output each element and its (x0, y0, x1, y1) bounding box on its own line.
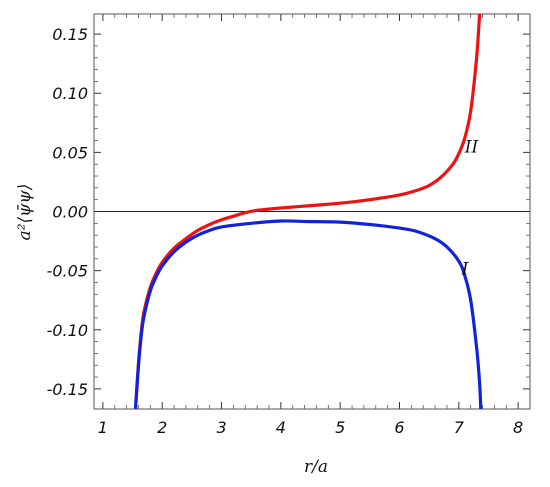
x-axis-label: r/a (304, 457, 328, 477)
x-tick-label: 6 (394, 418, 404, 437)
series-label-I: I (461, 259, 469, 279)
x-tick-label: 1 (98, 418, 108, 437)
series-layer (133, 14, 483, 409)
y-tick-label: 0.10 (52, 84, 88, 103)
x-tick-label: 4 (276, 418, 286, 437)
y-tick-label: 0.15 (52, 25, 88, 44)
x-tick-label: 3 (216, 418, 226, 437)
y-tick-label: -0.05 (47, 262, 88, 281)
x-tick-label: 2 (157, 418, 167, 437)
y-tick-label: 0.00 (52, 203, 88, 222)
y-axis-label: a²⟨ψ̄ψ⟩ (15, 184, 35, 241)
y-tick-label: -0.10 (47, 321, 88, 340)
x-tick-label: 8 (513, 418, 523, 437)
x-tick-label: 7 (454, 418, 465, 437)
series-label-II: II (464, 137, 479, 157)
axes (93, 13, 531, 410)
y-tick-label: -0.15 (47, 380, 88, 399)
plot-frame (93, 13, 531, 410)
series-line-I (133, 219, 483, 409)
x-tick-label: 5 (335, 418, 345, 437)
y-tick-label: 0.05 (52, 143, 88, 162)
labels-layer: 1 2 3 4 5 6 7 8 -0.15 -0.10 -0.05 0.00 0.05 0.10 0.15 I… (47, 25, 524, 437)
